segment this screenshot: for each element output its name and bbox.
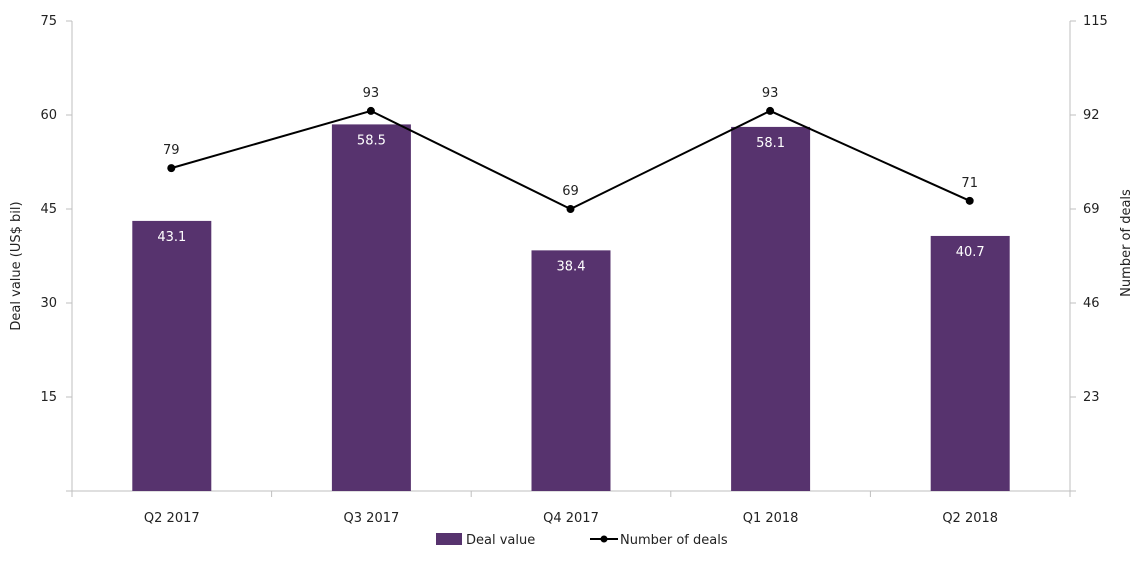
point-number-of-deals (566, 205, 575, 213)
point-number-of-deals (366, 106, 375, 115)
point-value-label: 69 (562, 184, 579, 199)
y2-tick-label: 23 (1083, 390, 1100, 405)
bar-value-label: 40.7 (956, 245, 985, 260)
legend-marker-number-of-deals (600, 535, 608, 543)
legend-label-number-of-deals: Number of deals (620, 533, 728, 548)
point-value-label: 71 (961, 176, 978, 191)
y-tick-label: 15 (40, 390, 57, 405)
point-value-label: 93 (363, 86, 380, 101)
x-tick-label: Q4 2017 (543, 511, 599, 526)
x-tick-label: Q3 2017 (344, 511, 400, 526)
point-number-of-deals (766, 106, 775, 115)
bar-deal-value (132, 220, 212, 491)
legend-label-deal-value: Deal value (466, 533, 535, 548)
legend: Deal value Number of deals (436, 533, 728, 548)
point-number-of-deals (167, 164, 176, 173)
point-value-label: 93 (762, 86, 779, 101)
bar-value-label: 38.4 (557, 259, 586, 274)
bar-deal-value (731, 126, 811, 491)
y-tick-label: 45 (40, 202, 57, 217)
bar-value-label: 43.1 (157, 230, 186, 245)
x-tick-label: Q1 2018 (743, 511, 799, 526)
bar-deal-value (531, 250, 611, 491)
bar-value-label: 58.1 (756, 136, 785, 151)
bar-value-label: 58.5 (357, 133, 386, 148)
y-tick-label: 60 (40, 108, 57, 123)
point-number-of-deals (965, 196, 974, 205)
bar-deal-value (331, 124, 411, 492)
y-axis-title: Deal value (US$ bil) (9, 201, 24, 330)
y-tick-label: 75 (40, 14, 57, 29)
y2-tick-label: 46 (1083, 296, 1100, 311)
x-tick-label: Q2 2017 (144, 511, 200, 526)
y2-tick-label: 115 (1083, 14, 1108, 29)
y2-axis-title: Number of deals (1119, 189, 1134, 297)
legend-swatch-deal-value (436, 533, 462, 545)
y2-tick-label: 92 (1083, 108, 1100, 123)
y-tick-label: 30 (40, 296, 57, 311)
x-tick-label: Q2 2018 (942, 511, 998, 526)
bar-deal-value (930, 235, 1010, 491)
point-value-label: 79 (163, 143, 180, 158)
y2-tick-label: 69 (1083, 202, 1100, 217)
